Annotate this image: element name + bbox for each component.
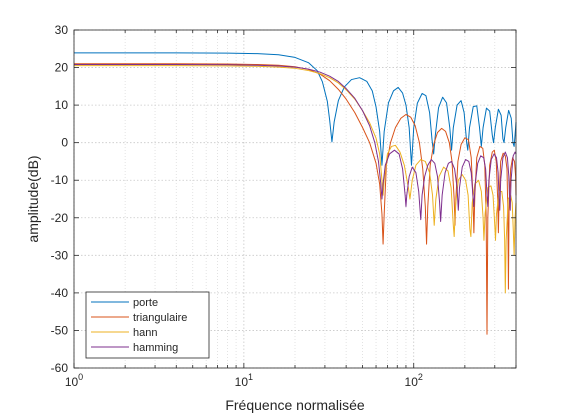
y-tick-label: 0 <box>61 136 68 150</box>
x-tick-label: 101 <box>235 372 253 389</box>
y-axis-label: amplitude(dB) <box>25 155 41 242</box>
y-tick-label: -50 <box>51 323 69 337</box>
legend-label: hann <box>133 327 157 339</box>
legend-label: hamming <box>133 342 178 354</box>
y-tick-label: -40 <box>51 286 69 300</box>
y-tick-label: -20 <box>51 211 69 225</box>
x-tick-label: 100 <box>65 372 83 389</box>
x-tick-label: 102 <box>405 372 423 389</box>
x-axis-label: Fréquence normalisée <box>225 397 365 413</box>
legend-label: triangulaire <box>133 312 187 324</box>
legend: porte triangulaire hann hamming <box>86 292 209 358</box>
y-tick-label: -30 <box>51 248 69 262</box>
y-tick-label: -60 <box>51 361 69 375</box>
y-tick-label: 30 <box>55 23 69 37</box>
legend-label: porte <box>133 297 158 309</box>
y-tick-label: 10 <box>55 98 69 112</box>
y-tick-label: 20 <box>55 61 69 75</box>
y-tick-label: -10 <box>51 173 69 187</box>
